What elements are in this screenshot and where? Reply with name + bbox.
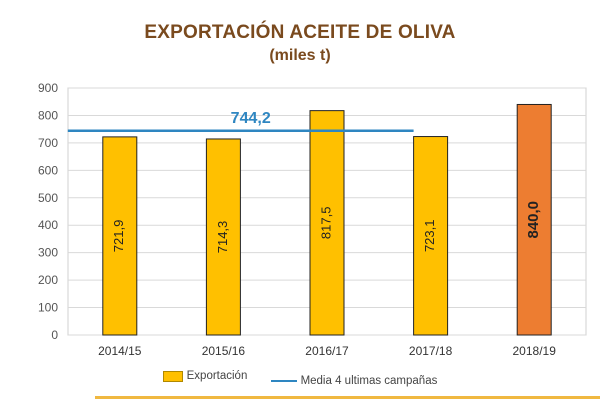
y-tick-label: 500 — [38, 191, 58, 205]
bar — [413, 136, 449, 336]
chart-title: EXPORTACIÓN ACEITE DE OLIVA — [144, 22, 456, 43]
data-label: 817,5 — [318, 207, 333, 240]
bar — [102, 136, 138, 336]
bar — [516, 103, 552, 336]
data-label: 714,3 — [215, 221, 230, 254]
y-tick-label: 400 — [38, 218, 58, 232]
x-tick-label: 2017/18 — [409, 344, 453, 358]
bottom-rule — [95, 396, 600, 399]
data-label: 840,0 — [525, 201, 542, 239]
bar — [205, 138, 241, 336]
average-label: 744,2 — [231, 110, 271, 127]
legend-item-exportacion: Exportación — [162, 370, 248, 382]
legend: Exportación Media 4 ultimas campañas — [0, 370, 600, 387]
x-tick-label: 2015/16 — [202, 344, 246, 358]
bar — [309, 110, 345, 336]
y-tick-label: 100 — [38, 301, 58, 315]
y-tick-label: 0 — [51, 328, 58, 342]
legend-bar-swatch — [162, 370, 183, 382]
y-tick-label: 800 — [38, 108, 58, 122]
legend-line-swatch — [270, 379, 297, 382]
data-label: 721,9 — [111, 220, 126, 253]
data-label: 723,1 — [422, 220, 437, 253]
x-tick-label: 2016/17 — [305, 344, 349, 358]
legend-item-media: Media 4 ultimas campañas — [270, 374, 438, 387]
y-tick-label: 300 — [38, 246, 58, 260]
legend-label-media: Media 4 ultimas campañas — [300, 374, 438, 387]
y-tick-label: 200 — [38, 273, 58, 287]
y-tick-label: 900 — [38, 81, 58, 95]
y-tick-label: 600 — [38, 163, 58, 177]
y-tick-label: 700 — [38, 136, 58, 150]
chart-subtitle: (miles t) — [269, 47, 331, 64]
x-tick-label: 2018/19 — [513, 344, 557, 358]
legend-label-exportacion: Exportación — [186, 370, 248, 382]
x-tick-label: 2014/15 — [98, 344, 142, 358]
